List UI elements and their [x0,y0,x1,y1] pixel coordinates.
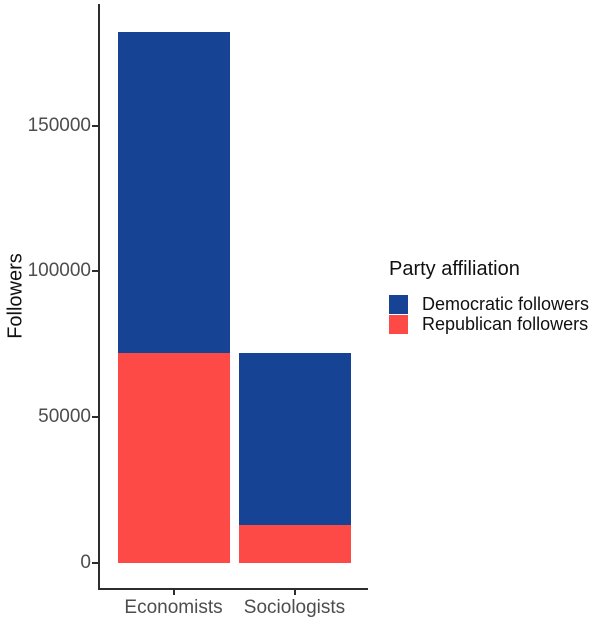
x-axis-line [98,588,368,590]
y-tick-label: 100000 [27,260,91,282]
y-tick-mark [92,124,98,127]
bar-segment-economists-democratic [117,32,230,354]
legend-swatch-republican [389,314,408,334]
bar-segment-sociologists-democratic [238,353,351,526]
legend-label-democratic: Democratic followers [422,293,590,314]
legend-label-republican: Republican followers [422,313,589,334]
x-tick-mark [172,590,175,595]
y-tick-label: 0 [80,552,91,573]
legend-title: Party affiliation [389,258,520,280]
x-tick-label-economists: Economists [124,597,223,618]
legend-swatch-democratic [389,294,408,314]
y-tick-mark [92,562,98,564]
legend: Party affiliation Democratic followers R… [389,258,589,334]
x-tick-mark [293,590,296,595]
bar-segment-sociologists-republican [238,525,351,563]
x-tick-label-sociologists: Sociologists [243,597,346,618]
legend-item-republican: Republican followers [389,314,589,334]
y-tick-label: 150000 [27,114,91,136]
legend-item-democratic: Democratic followers [389,294,589,314]
y-axis-line [98,4,100,590]
y-tick-label: 50000 [38,406,91,428]
bar-segment-economists-republican [117,353,230,563]
y-tick-mark [92,270,98,273]
y-tick-mark [92,416,98,419]
